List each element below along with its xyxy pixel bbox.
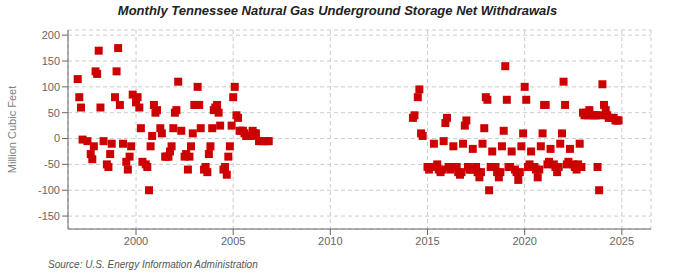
svg-text:0: 0 xyxy=(54,132,60,144)
svg-text:200: 200 xyxy=(42,29,60,41)
svg-text:2010: 2010 xyxy=(318,235,342,247)
html-text:Source: U.S. Energy Informatio: Source: U.S. Energy Information Administ… xyxy=(48,259,258,270)
svg-text:-50: -50 xyxy=(44,158,60,170)
svg-text:Million Cubic Feet: Million Cubic Feet xyxy=(8,86,18,173)
svg-text:150: 150 xyxy=(42,55,60,67)
svg-text:2025: 2025 xyxy=(610,235,634,247)
svg-text:50: 50 xyxy=(48,107,60,119)
svg-text:-100: -100 xyxy=(38,184,60,196)
svg-text:2000: 2000 xyxy=(124,235,148,247)
html-text:Monthly Tennessee Natural Gas: Monthly Tennessee Natural Gas Undergroun… xyxy=(117,3,558,18)
svg-text:-150: -150 xyxy=(38,210,60,222)
svg-text:2020: 2020 xyxy=(512,235,536,247)
svg-text:2015: 2015 xyxy=(415,235,439,247)
svg-text:100: 100 xyxy=(42,81,60,93)
svg-text:2005: 2005 xyxy=(221,235,245,247)
